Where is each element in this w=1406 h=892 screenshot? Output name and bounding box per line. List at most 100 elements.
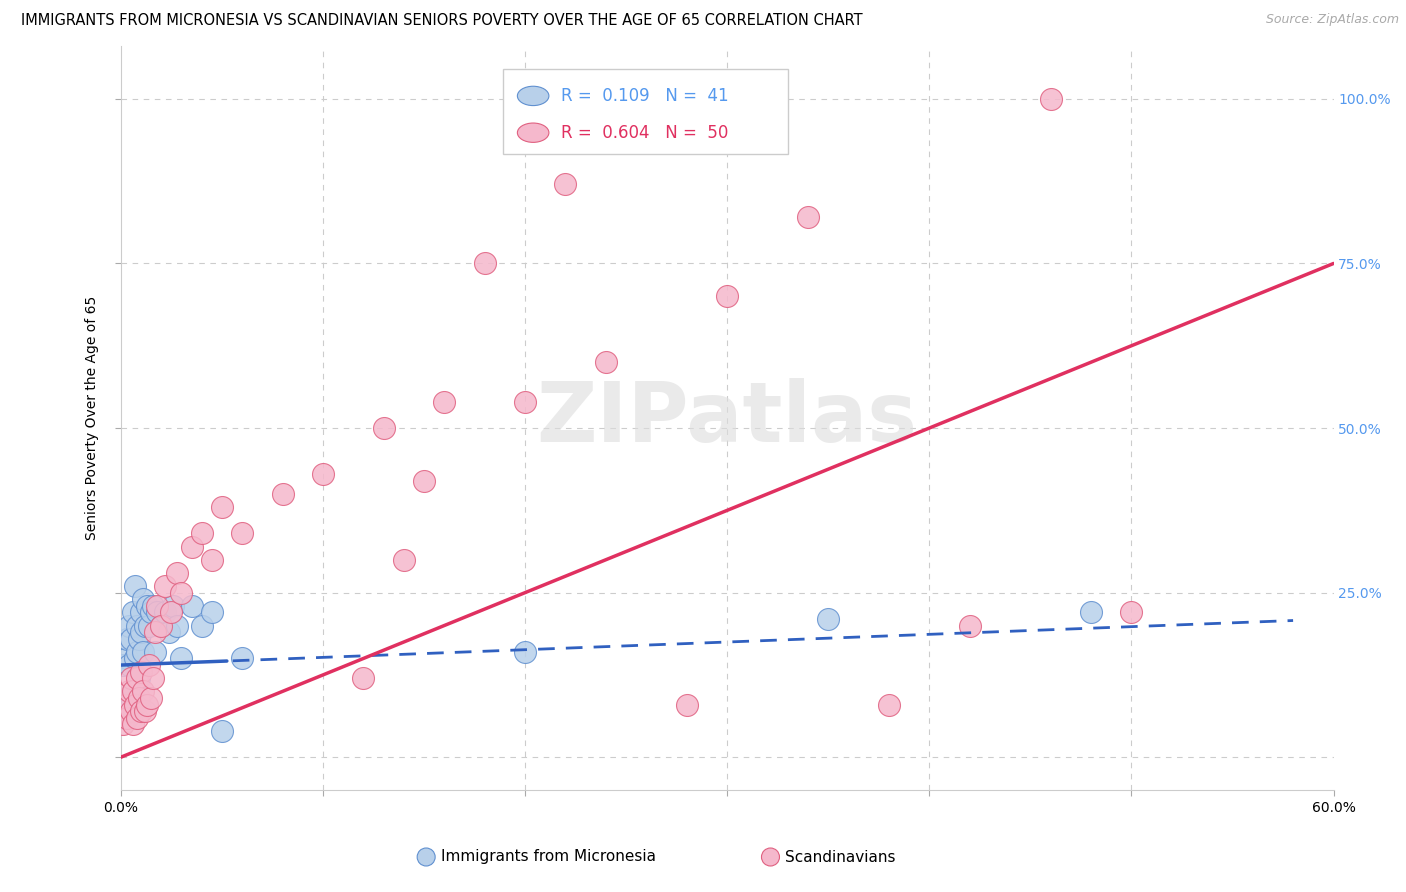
Point xyxy=(120,671,142,685)
Point xyxy=(201,552,224,566)
Point xyxy=(122,684,145,698)
Point xyxy=(115,711,138,725)
Point xyxy=(190,618,212,632)
Point xyxy=(474,256,496,270)
Point xyxy=(413,474,436,488)
Point xyxy=(170,651,193,665)
Circle shape xyxy=(418,848,436,866)
Point xyxy=(231,526,253,541)
Point xyxy=(797,211,820,225)
Point xyxy=(139,690,162,705)
Point xyxy=(118,684,141,698)
Point xyxy=(128,671,150,685)
Point xyxy=(1121,606,1143,620)
Point xyxy=(134,618,156,632)
Point xyxy=(170,585,193,599)
Point xyxy=(125,645,148,659)
Point xyxy=(155,579,177,593)
Point xyxy=(146,606,169,620)
Point xyxy=(143,625,166,640)
Point xyxy=(166,566,188,580)
Point xyxy=(129,606,152,620)
Point xyxy=(150,618,173,632)
Point xyxy=(124,579,146,593)
Point xyxy=(142,671,165,685)
Point xyxy=(554,178,576,192)
Point xyxy=(136,599,159,613)
Point xyxy=(271,487,294,501)
Point xyxy=(433,394,456,409)
Point xyxy=(122,717,145,731)
Point xyxy=(1080,606,1102,620)
Point xyxy=(155,606,177,620)
Text: R =  0.109   N =  41: R = 0.109 N = 41 xyxy=(561,87,728,105)
Point xyxy=(142,599,165,613)
Text: Immigrants from Micronesia: Immigrants from Micronesia xyxy=(441,849,657,864)
Circle shape xyxy=(762,848,779,866)
Point xyxy=(180,599,202,613)
Point xyxy=(129,665,152,679)
Point xyxy=(162,599,184,613)
Point xyxy=(111,658,134,673)
Point xyxy=(138,618,160,632)
FancyBboxPatch shape xyxy=(503,69,787,154)
Point xyxy=(124,698,146,712)
Circle shape xyxy=(517,87,548,105)
Point xyxy=(128,632,150,646)
Point xyxy=(125,618,148,632)
Text: ZIPatlas: ZIPatlas xyxy=(537,377,918,458)
Point xyxy=(352,671,374,685)
Point xyxy=(111,717,134,731)
Point xyxy=(373,421,395,435)
Point xyxy=(675,698,697,712)
Point xyxy=(817,612,839,626)
Point xyxy=(139,606,162,620)
Point xyxy=(716,289,738,303)
Point xyxy=(513,394,536,409)
Point xyxy=(180,540,202,554)
Point xyxy=(136,698,159,712)
Point xyxy=(959,618,981,632)
Point xyxy=(125,711,148,725)
Point xyxy=(157,625,180,640)
Point xyxy=(125,671,148,685)
Point xyxy=(146,599,169,613)
Point xyxy=(595,355,617,369)
Point xyxy=(120,632,142,646)
Point xyxy=(114,698,136,712)
Point xyxy=(143,645,166,659)
Point xyxy=(129,625,152,640)
Point xyxy=(1039,92,1062,106)
Point xyxy=(211,500,233,514)
Point xyxy=(132,684,155,698)
Point xyxy=(877,698,900,712)
Point xyxy=(124,651,146,665)
Point xyxy=(166,618,188,632)
Point xyxy=(120,704,142,718)
Point xyxy=(150,618,173,632)
Point xyxy=(211,723,233,738)
Point xyxy=(392,552,415,566)
Point xyxy=(115,651,138,665)
Y-axis label: Seniors Poverty Over the Age of 65: Seniors Poverty Over the Age of 65 xyxy=(86,296,100,541)
Point xyxy=(114,711,136,725)
Text: R =  0.604   N =  50: R = 0.604 N = 50 xyxy=(561,124,728,142)
Point xyxy=(231,651,253,665)
Text: Source: ZipAtlas.com: Source: ZipAtlas.com xyxy=(1265,13,1399,27)
Point xyxy=(201,606,224,620)
Point xyxy=(120,698,142,712)
Point xyxy=(128,690,150,705)
Circle shape xyxy=(517,123,548,143)
Point xyxy=(312,467,335,482)
Point xyxy=(513,645,536,659)
Point xyxy=(122,606,145,620)
Point xyxy=(122,684,145,698)
Point xyxy=(138,658,160,673)
Point xyxy=(118,618,141,632)
Point xyxy=(190,526,212,541)
Point xyxy=(132,592,155,607)
Point xyxy=(129,704,152,718)
Point xyxy=(160,606,183,620)
Text: IMMIGRANTS FROM MICRONESIA VS SCANDINAVIAN SENIORS POVERTY OVER THE AGE OF 65 CO: IMMIGRANTS FROM MICRONESIA VS SCANDINAVI… xyxy=(21,13,863,29)
Point xyxy=(118,658,141,673)
